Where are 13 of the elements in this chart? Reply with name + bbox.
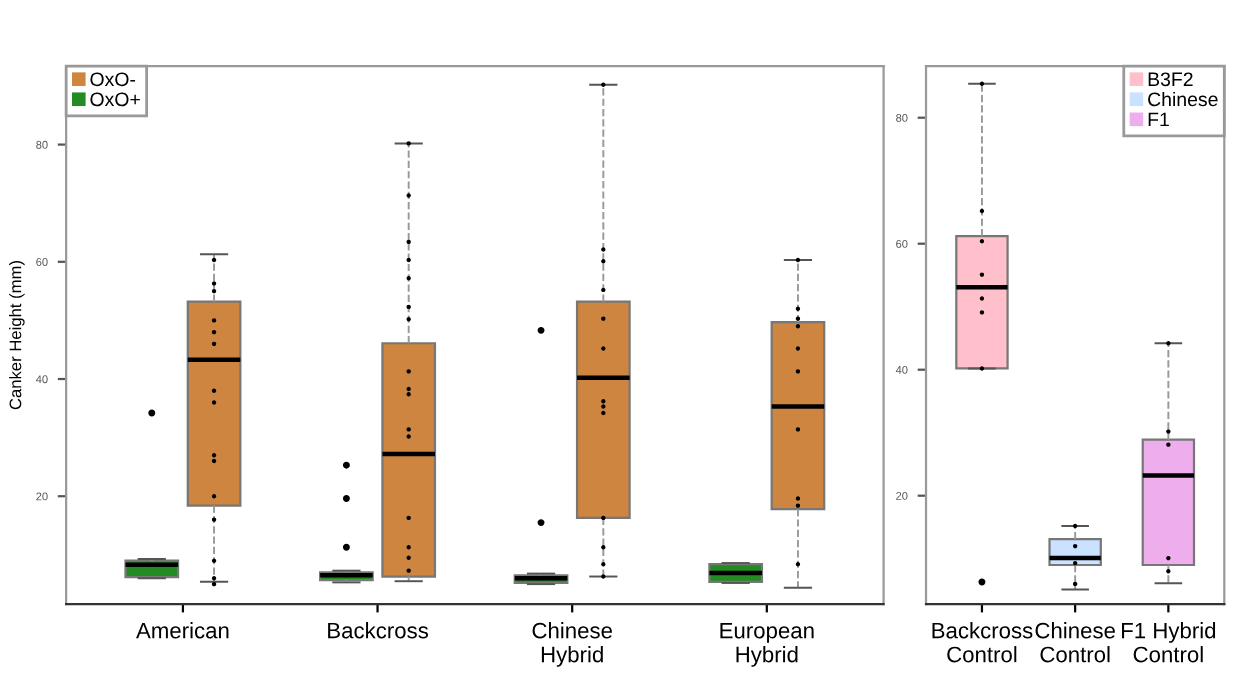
y-axis-title: Canker Height (mm) (9, 261, 25, 410)
x-tick-label: Backcross Control (932, 622, 1033, 663)
legend-label: OxO+ (90, 92, 140, 107)
x-tick-label: Backcross (328, 622, 428, 639)
x-tick-label: F1 Hybrid Control (1122, 622, 1216, 663)
x-tick-label: Chinese Hybrid (532, 622, 612, 667)
legend-label: OxO- (90, 72, 136, 87)
x-tick-label: Chinese Control (1035, 622, 1115, 663)
legend-label: B3F2 (1148, 72, 1193, 87)
x-tick-label: European Hybrid (720, 622, 814, 667)
x-tick-label: American (136, 622, 229, 639)
legend-label: Chinese (1148, 91, 1218, 107)
legend-label: F1 (1148, 112, 1169, 127)
